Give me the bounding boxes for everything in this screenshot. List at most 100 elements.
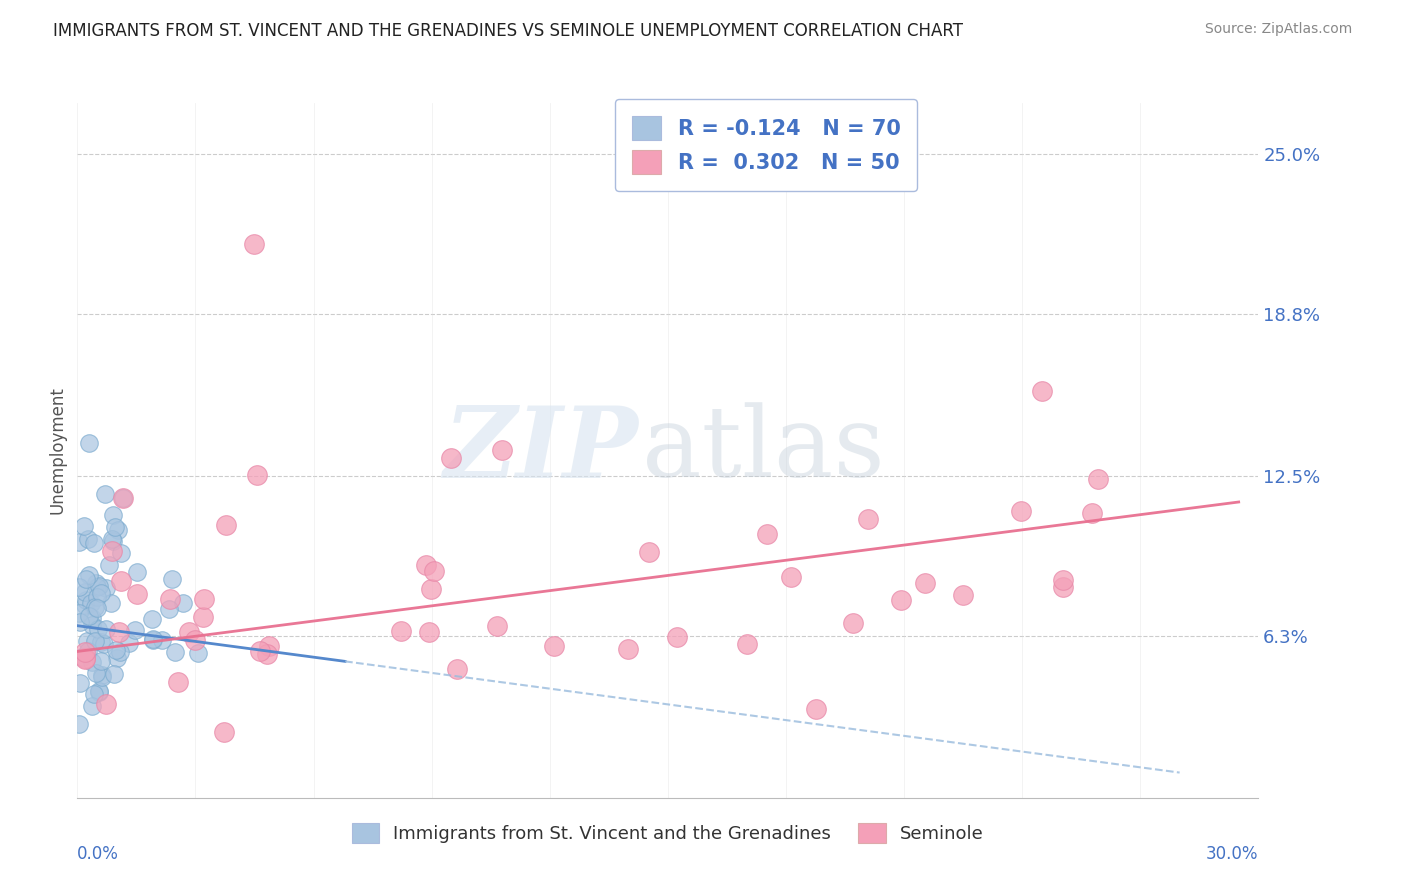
Point bbox=[1052, 580, 1074, 594]
Point bbox=[1087, 472, 1109, 486]
Point bbox=[665, 631, 688, 645]
Point bbox=[70, 649, 93, 664]
Point bbox=[418, 624, 440, 639]
Point bbox=[105, 643, 128, 657]
Point bbox=[172, 596, 194, 610]
Point bbox=[69, 615, 91, 629]
Point bbox=[96, 581, 118, 595]
Point bbox=[157, 601, 180, 615]
Point bbox=[112, 491, 135, 505]
Point bbox=[94, 623, 117, 637]
Point bbox=[86, 590, 108, 604]
Text: atlas: atlas bbox=[643, 402, 884, 499]
Point bbox=[160, 572, 183, 586]
Point bbox=[249, 644, 271, 658]
Point bbox=[87, 579, 110, 593]
Point bbox=[125, 566, 148, 580]
Point bbox=[90, 634, 112, 648]
Point bbox=[76, 643, 98, 657]
Point bbox=[86, 666, 108, 681]
Point bbox=[77, 532, 100, 546]
Point bbox=[256, 647, 278, 661]
Point bbox=[107, 523, 129, 537]
Point bbox=[142, 632, 165, 647]
Point bbox=[110, 574, 132, 588]
Point bbox=[89, 685, 111, 699]
Point bbox=[101, 508, 124, 522]
Point bbox=[77, 435, 100, 450]
Point bbox=[90, 668, 112, 682]
Point bbox=[75, 593, 97, 607]
Point bbox=[159, 592, 181, 607]
Point bbox=[112, 491, 135, 506]
Point bbox=[101, 533, 124, 548]
Point bbox=[735, 637, 758, 651]
Point bbox=[96, 697, 118, 711]
Point bbox=[67, 606, 90, 620]
Point bbox=[75, 651, 97, 665]
Point bbox=[914, 576, 936, 591]
Point bbox=[440, 451, 463, 466]
Point bbox=[617, 641, 640, 656]
Point bbox=[72, 519, 94, 533]
Point bbox=[100, 596, 122, 610]
Point bbox=[186, 646, 208, 660]
Point bbox=[779, 570, 801, 584]
Point bbox=[141, 612, 163, 626]
Point bbox=[415, 558, 437, 573]
Point bbox=[90, 655, 112, 669]
Point bbox=[89, 684, 111, 698]
Text: IMMIGRANTS FROM ST. VINCENT AND THE GRENADINES VS SEMINOLE UNEMPLOYMENT CORRELAT: IMMIGRANTS FROM ST. VINCENT AND THE GREN… bbox=[53, 22, 963, 40]
Point bbox=[80, 655, 103, 669]
Point bbox=[82, 611, 104, 625]
Point bbox=[193, 610, 215, 624]
Y-axis label: Unemployment: Unemployment bbox=[48, 386, 66, 515]
Point bbox=[93, 637, 115, 651]
Point bbox=[423, 564, 446, 578]
Point bbox=[841, 615, 863, 630]
Point bbox=[389, 624, 412, 639]
Point bbox=[165, 645, 187, 659]
Point bbox=[73, 598, 96, 612]
Point bbox=[214, 725, 236, 739]
Point bbox=[486, 619, 509, 633]
Point bbox=[83, 600, 105, 615]
Point bbox=[214, 518, 236, 533]
Text: 30.0%: 30.0% bbox=[1206, 845, 1258, 863]
Point bbox=[86, 601, 108, 615]
Point bbox=[83, 536, 105, 550]
Point bbox=[952, 588, 974, 602]
Point bbox=[75, 651, 97, 665]
Point bbox=[77, 567, 100, 582]
Point bbox=[90, 585, 112, 599]
Point bbox=[890, 592, 912, 607]
Point bbox=[804, 702, 827, 716]
Point bbox=[755, 527, 778, 541]
Point bbox=[110, 545, 132, 559]
Point bbox=[84, 575, 107, 590]
Point bbox=[108, 645, 131, 659]
Point bbox=[142, 633, 165, 648]
Point bbox=[86, 580, 108, 594]
Legend: Immigrants from St. Vincent and the Grenadines, Seminole: Immigrants from St. Vincent and the Gren… bbox=[343, 814, 993, 852]
Point bbox=[69, 534, 91, 549]
Point bbox=[491, 443, 513, 458]
Point bbox=[179, 624, 201, 639]
Point bbox=[858, 512, 880, 526]
Point bbox=[80, 596, 103, 610]
Text: ZIP: ZIP bbox=[443, 402, 638, 499]
Point bbox=[76, 633, 98, 648]
Point bbox=[257, 639, 280, 653]
Point bbox=[150, 632, 173, 647]
Point bbox=[184, 633, 207, 648]
Point bbox=[125, 586, 148, 600]
Point bbox=[75, 645, 97, 659]
Point bbox=[80, 698, 103, 713]
Point bbox=[80, 617, 103, 632]
Point bbox=[73, 585, 96, 599]
Point bbox=[117, 635, 139, 649]
Point bbox=[67, 717, 90, 731]
Point bbox=[420, 582, 443, 596]
Point bbox=[243, 237, 266, 252]
Point bbox=[193, 591, 215, 606]
